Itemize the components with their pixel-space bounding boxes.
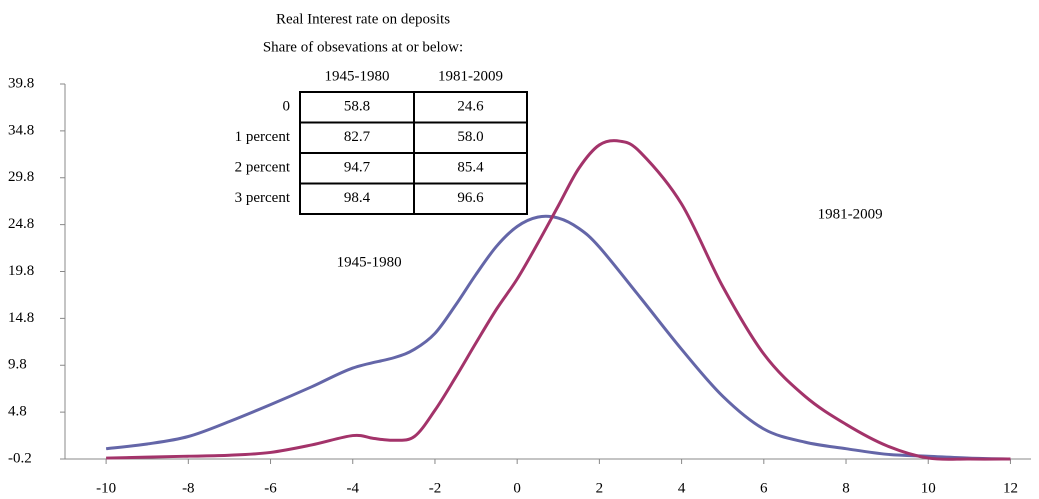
table-cell-text: 24.6 <box>457 99 484 115</box>
y-tick-label: -0.2 <box>8 450 32 466</box>
x-tick-label: 4 <box>678 480 686 496</box>
table-cell-text: 98.4 <box>344 190 371 206</box>
chart-subtitle: Share of obsevations at or below: <box>263 39 463 55</box>
x-tick-label: 8 <box>842 480 850 496</box>
y-tick-label: 14.8 <box>8 310 34 326</box>
x-tick-label: -4 <box>346 480 359 496</box>
table-row-label: 3 percent <box>235 190 291 206</box>
table-cell-text: 58.0 <box>457 129 483 145</box>
series-line <box>106 139 1011 461</box>
y-tick-label: 9.8 <box>8 357 27 373</box>
y-tick-label: 34.8 <box>8 122 34 138</box>
table-column-header: 1945-1980 <box>325 68 390 84</box>
y-tick-label: 39.8 <box>8 75 34 91</box>
x-tick-label: 6 <box>760 480 768 496</box>
table-cell-text: 94.7 <box>344 160 371 176</box>
table-cell-text: 82.7 <box>344 129 371 145</box>
x-tick-label: 2 <box>596 480 604 496</box>
x-tick-label: 0 <box>513 480 521 496</box>
table-cell-text: 85.4 <box>457 160 484 176</box>
table-row-label: 1 percent <box>235 129 291 145</box>
x-tick-label: 12 <box>1003 480 1018 496</box>
table-column-header: 1981-2009 <box>438 68 503 84</box>
series-label: 1945-1980 <box>337 255 402 271</box>
table-row-label: 2 percent <box>235 160 291 176</box>
table-cell-text: 96.6 <box>457 190 484 206</box>
x-tick-label: -2 <box>429 480 442 496</box>
table-row-label: 0 <box>283 99 291 115</box>
series-line <box>105 214 1011 461</box>
table-cell <box>413 182 528 215</box>
x-tick-label: 10 <box>921 480 936 496</box>
y-tick-label: 19.8 <box>8 263 34 279</box>
y-tick-label: 29.8 <box>8 169 34 185</box>
series-label: 1981-2009 <box>818 207 883 223</box>
y-tick-label: 4.8 <box>8 404 27 420</box>
table-cell-text: 58.8 <box>344 99 370 115</box>
x-tick-label: -10 <box>96 480 116 496</box>
y-tick-label: 24.8 <box>8 216 34 232</box>
chart-title: Real Interest rate on deposits <box>276 11 450 27</box>
x-tick-label: -6 <box>264 480 277 496</box>
x-tick-label: -8 <box>182 480 195 496</box>
